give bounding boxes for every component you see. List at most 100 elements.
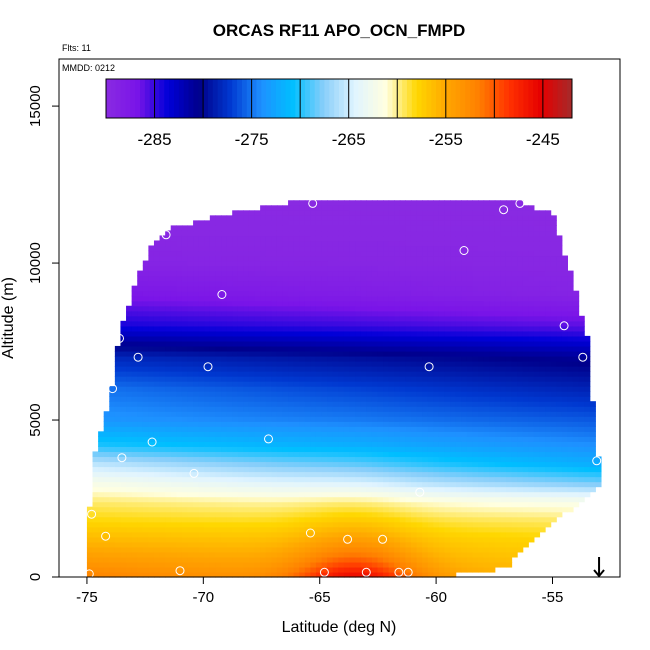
heatmap-cell (204, 521, 211, 528)
heatmap-cell (221, 315, 228, 322)
heatmap-cell (288, 446, 295, 453)
heatmap-cell (165, 290, 172, 297)
heatmap-cell (399, 406, 406, 412)
heatmap-cell (444, 205, 451, 211)
heatmap-cell (461, 401, 468, 407)
heatmap-cell (271, 471, 278, 478)
heatmap-cell (360, 250, 367, 257)
heatmap-cell (237, 446, 244, 453)
heatmap-cell (209, 416, 217, 422)
heatmap-cell (422, 255, 429, 262)
heatmap-cell (265, 220, 272, 226)
heatmap-cell (466, 315, 474, 322)
heatmap-cell (383, 381, 390, 387)
heatmap-cell (422, 496, 429, 503)
heatmap-cell (153, 260, 161, 267)
heatmap-cell (383, 481, 390, 488)
heatmap-cell (444, 305, 451, 312)
heatmap-cell (170, 240, 177, 247)
heatmap-cell (204, 305, 211, 312)
heatmap-cell (366, 491, 373, 498)
heatmap-cell (489, 531, 496, 538)
heatmap-cell (299, 255, 306, 262)
heatmap-cell (243, 386, 250, 392)
heatmap-cell (181, 471, 189, 478)
heatmap-cell (232, 265, 239, 272)
heatmap-cell (327, 511, 334, 518)
heatmap-cell (427, 310, 434, 317)
heatmap-cell (388, 466, 395, 473)
heatmap-cell (260, 235, 267, 242)
heatmap-cell (193, 396, 200, 402)
heatmap-cell (232, 556, 239, 563)
heatmap-cell (170, 325, 177, 332)
heatmap-cell (165, 556, 172, 563)
heatmap-cell (198, 436, 205, 442)
heatmap-cell (148, 561, 155, 568)
heatmap-cell (243, 225, 250, 232)
heatmap-cell (248, 275, 256, 282)
heatmap-cell (321, 501, 328, 508)
heatmap-cell (232, 290, 239, 297)
heatmap-cell (489, 391, 496, 397)
heatmap-cell (327, 391, 334, 397)
heatmap-cell (209, 536, 217, 543)
heatmap-cell (444, 366, 451, 372)
heatmap-cell (338, 551, 345, 558)
heatmap-cell (142, 335, 149, 342)
heatmap-cell (422, 210, 429, 216)
heatmap-cell (489, 371, 496, 377)
heatmap-cell (427, 531, 434, 538)
heatmap-cell (114, 446, 122, 453)
heatmap-cell (137, 376, 144, 382)
heatmap-cell (120, 361, 127, 367)
heatmap-cell (405, 511, 412, 518)
heatmap-cell (399, 441, 406, 447)
heatmap-cell (288, 551, 295, 558)
heatmap-cell (343, 416, 351, 422)
heatmap-cell (109, 441, 116, 447)
heatmap-cell (399, 325, 406, 332)
heatmap-cell (338, 461, 345, 468)
heatmap-cell (204, 310, 211, 317)
heatmap-cell (377, 566, 384, 573)
heatmap-cell (332, 441, 339, 447)
heatmap-cell (215, 285, 222, 292)
heatmap-cell (293, 200, 300, 206)
heatmap-cell (204, 536, 211, 543)
heatmap-cell (489, 511, 496, 518)
heatmap-cell (483, 371, 490, 377)
heatmap-cell (299, 421, 306, 427)
heatmap-cell (427, 280, 434, 287)
heatmap-cell (288, 300, 295, 307)
heatmap-cell (260, 516, 267, 523)
heatmap-cell (472, 320, 479, 327)
heatmap-cell (416, 561, 423, 568)
heatmap-cell (461, 320, 468, 327)
heatmap-cell (299, 355, 306, 362)
heatmap-cell (422, 506, 429, 513)
heatmap-cell (310, 340, 317, 347)
heatmap-cell (153, 345, 161, 352)
heatmap-cell (243, 501, 250, 508)
heatmap-cell (165, 461, 172, 468)
heatmap-cell (153, 315, 161, 322)
heatmap-cell (416, 446, 423, 453)
heatmap-cell (438, 260, 446, 267)
heatmap-cell (360, 516, 367, 523)
heatmap-cell (349, 250, 356, 257)
heatmap-cell (321, 551, 328, 558)
heatmap-cell (299, 361, 306, 367)
heatmap-cell (383, 486, 390, 493)
heatmap-cell (410, 205, 418, 211)
heatmap-cell (438, 280, 446, 287)
heatmap-cell (450, 506, 457, 513)
heatmap-cell (243, 491, 250, 498)
heatmap-cell (349, 275, 356, 282)
heatmap-cell (472, 200, 479, 206)
heatmap-cell (299, 235, 306, 242)
heatmap-cell (260, 536, 267, 543)
heatmap-cell (327, 531, 334, 538)
heatmap-cell (288, 235, 295, 242)
heatmap-cell (193, 225, 200, 232)
